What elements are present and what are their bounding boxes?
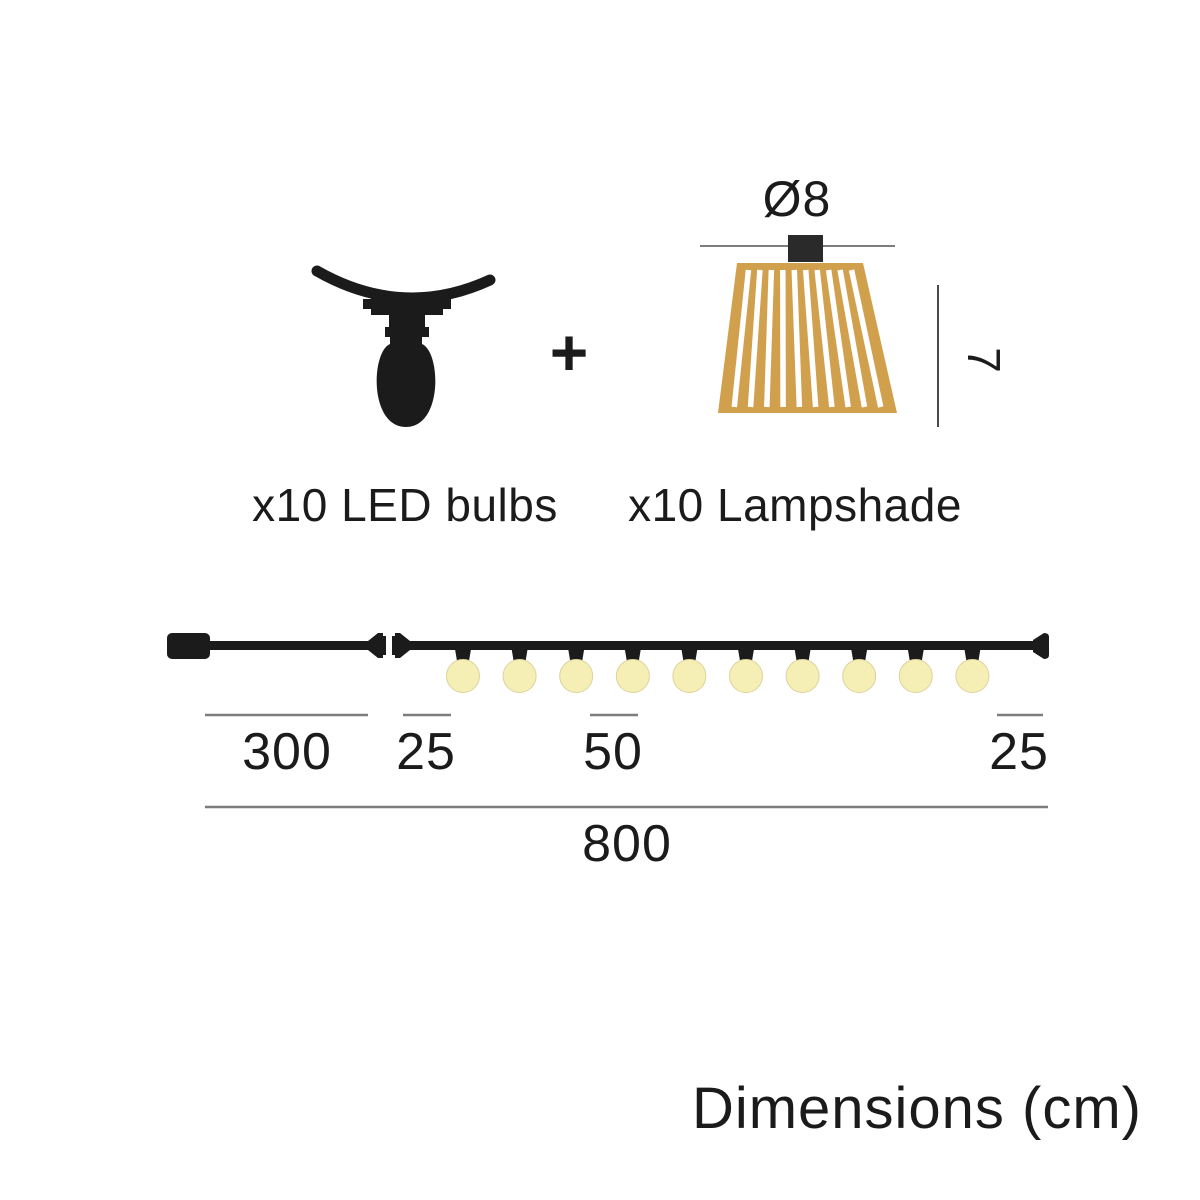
bulb-socket xyxy=(681,649,698,661)
lampshade-label: x10 Lampshade xyxy=(628,479,962,531)
string-bulb xyxy=(729,659,763,693)
bulb-socket xyxy=(794,649,811,661)
bulb-cord xyxy=(311,265,496,304)
connector-female xyxy=(392,633,410,658)
bulb-socket xyxy=(568,649,585,661)
lampshade-stripe xyxy=(764,269,775,408)
lampshade-shape xyxy=(718,263,897,413)
socket-tab-right xyxy=(441,299,451,309)
main-cable xyxy=(405,641,1037,650)
bulb-socket xyxy=(964,649,981,661)
lampshade-stripe xyxy=(731,269,752,408)
bulb-socket xyxy=(851,649,868,661)
lampshade-stripe xyxy=(747,269,763,408)
lampshade-stripe xyxy=(825,269,851,408)
lampshade-stripes xyxy=(731,269,884,408)
string-bulb xyxy=(559,659,594,693)
string-bulb xyxy=(502,659,537,693)
string-bulb xyxy=(672,659,707,693)
bulb-socket xyxy=(455,649,471,661)
dim-label-25-end: 25 xyxy=(989,723,1049,781)
lampshade-stripe xyxy=(814,269,835,408)
lampshade-icon xyxy=(700,235,939,427)
lampshade-stripe xyxy=(802,269,819,408)
socket-tab-left xyxy=(363,299,373,309)
shade-diameter-label: Ø8 xyxy=(762,171,832,227)
lampshade-stripe xyxy=(848,269,884,408)
bulb-socket xyxy=(511,649,528,661)
end-cap xyxy=(1033,633,1049,659)
string-bulb xyxy=(955,659,990,693)
bulb-socket xyxy=(738,649,754,661)
bulb-row xyxy=(446,649,990,693)
string-light-run xyxy=(167,633,1049,693)
shade-height-label: 7 xyxy=(958,347,1010,373)
led-bulb-icon xyxy=(311,265,496,427)
diagram-title: Dimensions (cm) xyxy=(691,1076,1142,1141)
string-bulb xyxy=(785,659,820,693)
bulb-glass xyxy=(376,330,436,427)
lampshade-stripe xyxy=(791,269,803,408)
lampshade-fixture xyxy=(788,235,823,262)
bulb-socket xyxy=(907,649,924,661)
string-bulb xyxy=(842,659,877,693)
plus-icon: + xyxy=(549,315,589,389)
connector-male xyxy=(368,633,386,658)
dim-label-25-start: 25 xyxy=(396,723,456,781)
led-bulbs-label: x10 LED bulbs xyxy=(252,479,558,531)
dimension-lines xyxy=(205,713,1048,809)
dim-label-50: 50 xyxy=(583,723,643,781)
bulb-socket xyxy=(624,649,641,661)
string-bulb xyxy=(898,659,933,693)
string-bulb xyxy=(615,659,650,693)
lampshade-stripe xyxy=(837,269,868,408)
dim-label-800-total: 800 xyxy=(582,815,672,873)
dim-label-300: 300 xyxy=(242,723,332,781)
power-plug xyxy=(167,633,210,659)
string-bulb xyxy=(446,659,480,693)
lead-cable xyxy=(205,641,371,650)
